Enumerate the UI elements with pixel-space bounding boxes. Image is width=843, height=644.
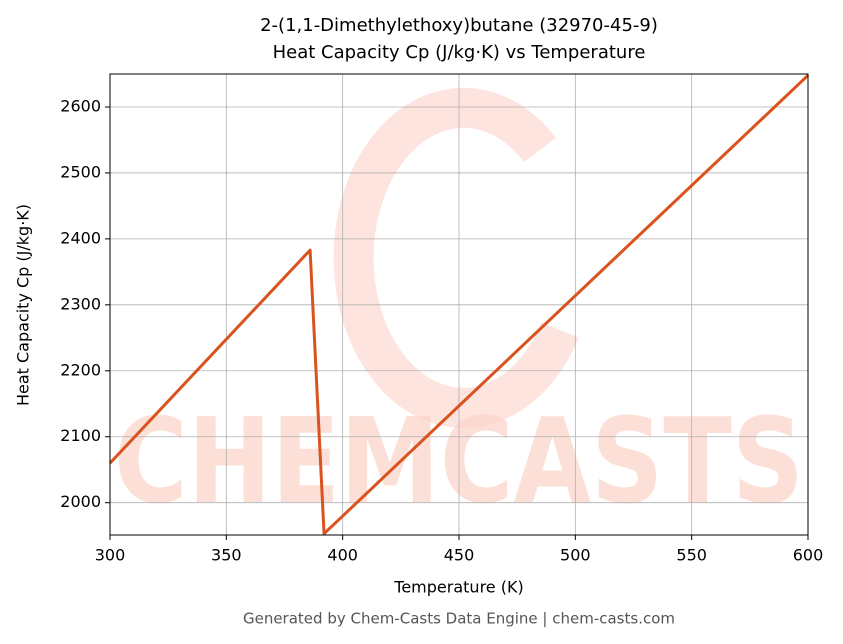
y-tick-label: 2500 — [60, 162, 101, 181]
y-tick-label: 2400 — [60, 228, 101, 247]
x-axis-label: Temperature (K) — [393, 578, 523, 597]
x-tick-label: 450 — [444, 546, 475, 565]
y-tick-label: 2600 — [60, 96, 101, 115]
x-tick-label: 300 — [95, 546, 126, 565]
chart-subtitle: Heat Capacity Cp (J/kg·K) vs Temperature — [273, 42, 646, 63]
y-tick-label: 2100 — [60, 426, 101, 445]
chart-title: 2-(1,1-Dimethylethoxy)butane (32970-45-9… — [260, 15, 658, 36]
y-tick-label: 2300 — [60, 294, 101, 313]
x-tick-label: 500 — [560, 546, 591, 565]
x-tick-label: 350 — [211, 546, 242, 565]
footer: Generated by Chem-Casts Data Engine | ch… — [243, 610, 675, 628]
watermark-logo — [333, 87, 579, 428]
y-tick-label: 2200 — [60, 360, 101, 379]
x-tick-label: 400 — [327, 546, 358, 565]
watermark-arc — [333, 87, 579, 428]
y-axis-label: Heat Capacity Cp (J/kg·K) — [14, 204, 33, 406]
plot-frame — [109, 73, 809, 536]
x-tick-label: 550 — [676, 546, 707, 565]
data-line — [108, 74, 810, 536]
y-tick-label: 2000 — [60, 492, 101, 511]
x-tick-label: 600 — [793, 546, 824, 565]
